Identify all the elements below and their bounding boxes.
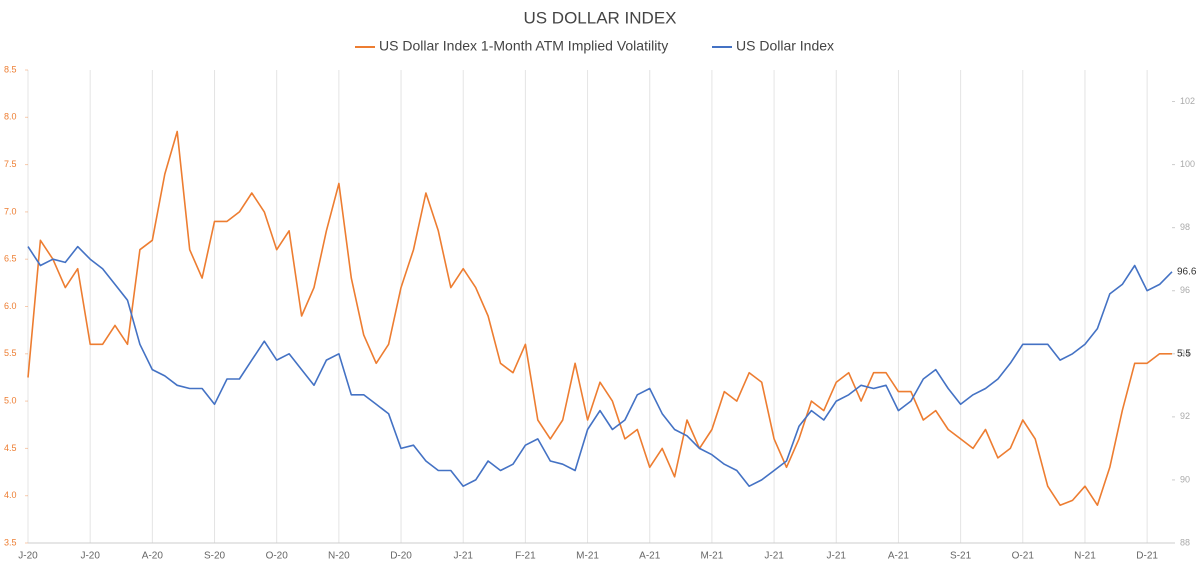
x-tick-label: M-21 [576,551,599,562]
y-tick-label: 5.5 [4,348,17,358]
line-series [27,130,1172,506]
y-tick-label: 6.5 [4,254,17,264]
y2-tick-label: 88 [1180,537,1190,547]
y2-tick-label: 102 [1180,96,1195,106]
y-tick-label: 3.5 [4,537,17,547]
y-tick-label: 5.0 [4,395,17,405]
x-tick-label: N-21 [1074,551,1096,562]
y-tick-label: 7.5 [4,159,17,169]
x-tick-label: J-21 [453,551,473,562]
x-tick-label: D-21 [1136,551,1158,562]
x-tick-label: M-21 [701,551,724,562]
y2-tick-label: 98 [1180,222,1190,232]
y-tick-label: 4.0 [4,490,17,500]
y-tick-label: 4.5 [4,443,17,453]
x-tick-label: O-21 [1012,551,1035,562]
x-tick-label: J-21 [764,551,784,562]
x-tick-label: A-21 [639,551,661,562]
x-tick-label: J-20 [18,551,38,562]
x-tick-label: A-21 [888,551,910,562]
legend-label: US Dollar Index [736,38,834,54]
y2-tick-label: 92 [1180,411,1190,421]
x-tick-label: J-20 [80,551,100,562]
x-tick-label: S-21 [950,551,972,562]
chart-title: US DOLLAR INDEX [523,8,676,27]
y-tick-label: 8.5 [4,64,17,74]
y2-tick-label: 100 [1180,159,1195,169]
y2-tick-label: 94 [1180,348,1190,358]
x-tick-label: D-20 [390,551,412,562]
x-tick-label: O-20 [266,551,289,562]
y2-tick-label: 96 [1180,285,1190,295]
y-tick-label: 6.0 [4,301,17,311]
x-tick-label: N-20 [328,551,350,562]
line-series [27,245,1173,487]
x-tick-label: F-21 [515,551,536,562]
end-label: 5.5 [1177,348,1191,359]
y2-tick-label: 90 [1180,474,1190,484]
y-tick-label: 8.0 [4,112,17,122]
x-tick-label: A-20 [142,551,164,562]
y-tick-label: 7.0 [4,206,17,216]
legend-label: US Dollar Index 1-Month ATM Implied Vola… [379,38,668,54]
x-tick-label: S-20 [204,551,226,562]
end-label: 96.6 [1177,266,1197,277]
x-tick-label: J-21 [827,551,847,562]
